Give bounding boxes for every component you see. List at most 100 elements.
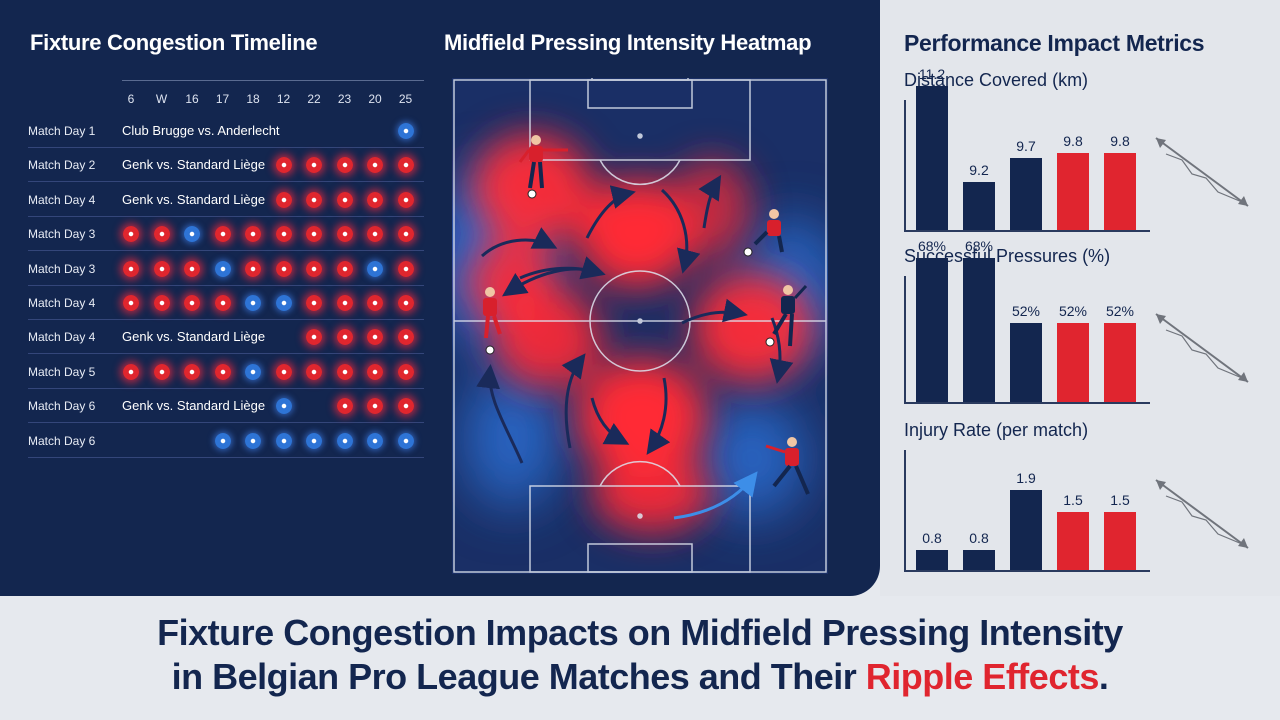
bar-value-label: 0.8 xyxy=(922,530,942,546)
red-ball-icon xyxy=(306,295,322,311)
blue-ball-icon xyxy=(275,398,292,415)
timeline-row: Match Day 6 xyxy=(28,424,424,458)
bar-value-label: 0.8 xyxy=(969,530,989,546)
red-ball-icon xyxy=(336,398,353,415)
player-icon xyxy=(765,284,808,347)
red-ball-icon xyxy=(336,329,353,346)
red-ball-icon xyxy=(153,363,170,380)
bar-value-label: 1.5 xyxy=(1110,491,1130,508)
metric-bar xyxy=(916,86,948,230)
fixture-label: Genk vs. Standard Liège xyxy=(122,329,266,345)
blue-ball-icon xyxy=(367,432,383,449)
match-day-label: Match Day 4 xyxy=(28,296,96,310)
red-ball-icon xyxy=(275,363,292,380)
headline-line-1: Fixture Congestion Impacts on Midfield P… xyxy=(157,612,1123,653)
blue-ball-icon xyxy=(397,123,414,139)
red-ball-icon xyxy=(336,363,353,380)
timeline-row: Match Day 5 xyxy=(28,355,424,389)
match-day-label: Match Day 2 xyxy=(28,158,96,173)
metric-bar xyxy=(963,258,995,402)
chart-x-axis xyxy=(904,570,1150,572)
timeline-row: Match Day 4 Genk vs. Standard Liège xyxy=(28,183,424,217)
red-ball-icon xyxy=(367,363,383,380)
timeline-title: Fixture Congestion Timeline xyxy=(30,30,318,55)
timeline-column-label: 6 xyxy=(127,92,135,106)
metric-bar xyxy=(963,182,995,230)
red-ball-icon xyxy=(336,191,353,208)
red-ball-icon xyxy=(275,191,292,208)
metric-bar-chart: Injury Rate (per match) 0.8 0.8 1.9 1.5 1.5 xyxy=(904,420,1154,574)
metric-bar xyxy=(1104,511,1136,570)
red-ball-icon xyxy=(336,157,353,174)
metric-chart-title: Successful Pressures (%) xyxy=(904,246,1111,266)
red-ball-icon xyxy=(367,157,383,174)
blue-ball-icon xyxy=(184,226,200,243)
metric-bar xyxy=(916,550,948,570)
red-ball-icon xyxy=(397,157,414,174)
metric-bar-chart: Distance Covered (km) 11.2 9.2 9.7 9.8 9.8 xyxy=(904,66,1154,234)
bar-value-label: 52% xyxy=(1058,303,1088,320)
blue-ball-icon xyxy=(275,295,292,311)
red-ball-icon xyxy=(367,398,383,415)
metrics-title: Performance Impact Metrics xyxy=(904,30,1205,56)
metric-bar xyxy=(1057,323,1089,402)
red-ball-icon xyxy=(184,363,200,380)
red-ball-icon xyxy=(397,295,414,311)
blue-ball-icon xyxy=(336,432,353,449)
metric-chart-title: Distance Covered (km) xyxy=(904,70,1089,90)
bar-value-label: 1.5 xyxy=(1063,491,1083,508)
timeline-column-label: 23 xyxy=(337,92,352,106)
match-day-label: Match Day 4 xyxy=(28,192,96,207)
red-ball-icon xyxy=(306,260,322,277)
timeline-column-label: 16 xyxy=(185,92,199,106)
red-ball-icon xyxy=(397,398,414,415)
fixture-label: Genk vs. Standard Liège xyxy=(122,398,266,414)
blue-ball-icon xyxy=(306,432,322,449)
red-ball-icon xyxy=(306,191,322,208)
timeline-column-label: 25 xyxy=(398,92,413,106)
timeline-column-label: 22 xyxy=(307,92,321,106)
red-ball-icon xyxy=(367,226,383,243)
metric-bar xyxy=(1057,511,1089,570)
match-day-label: Match Day 4 xyxy=(28,330,96,345)
fixture-label: Club Brugge vs. Anderlecht xyxy=(122,123,280,138)
red-ball-icon xyxy=(153,260,170,277)
headline-line-2: in Belgian Pro League Matches and Their … xyxy=(0,656,1280,698)
trend-down-arrow-icon xyxy=(1155,479,1249,549)
headline-highlight: Ripple Effects xyxy=(865,656,1100,697)
red-ball-icon xyxy=(306,226,322,243)
match-day-label: Match Day 3 xyxy=(28,227,96,242)
red-ball-icon xyxy=(397,363,414,380)
timeline-column-label: 18 xyxy=(246,92,260,106)
red-ball-icon xyxy=(123,363,139,380)
match-day-label: Match Day 6 xyxy=(28,433,96,448)
movement-arrows xyxy=(476,174,794,464)
bar-value-label: 9.8 xyxy=(1110,133,1130,150)
red-ball-icon xyxy=(397,226,414,243)
bar-value-label: 1.9 xyxy=(1016,470,1036,486)
bar-value-label: 52% xyxy=(1011,303,1041,320)
metric-bar xyxy=(1010,490,1042,570)
red-ball-icon xyxy=(336,295,353,311)
red-ball-icon xyxy=(336,260,353,277)
blue-ball-icon xyxy=(214,260,231,277)
metric-chart-title: Injury Rate (per match) xyxy=(904,420,1089,440)
red-ball-icon xyxy=(275,260,292,277)
trend-down-arrow-icon xyxy=(1155,137,1249,207)
player-icon xyxy=(765,437,810,495)
headline-line-2-end: . xyxy=(1098,656,1109,697)
match-day-label: Match Day 3 xyxy=(28,261,96,276)
fixture-label: Genk vs. Standard Liège xyxy=(122,191,266,207)
red-ball-icon xyxy=(367,295,383,311)
blue-ball-icon xyxy=(245,363,261,380)
blue-ball-icon xyxy=(397,432,414,449)
red-ball-icon xyxy=(397,191,414,208)
metric-bar xyxy=(1104,323,1136,402)
players xyxy=(483,135,810,495)
bar-value-label: 9.2 xyxy=(969,162,989,179)
red-ball-icon xyxy=(214,295,231,311)
red-ball-icon xyxy=(245,226,261,243)
timeline-row: Match Day 3 xyxy=(28,252,424,286)
metric-bar xyxy=(1057,153,1089,230)
red-ball-icon xyxy=(123,226,139,243)
